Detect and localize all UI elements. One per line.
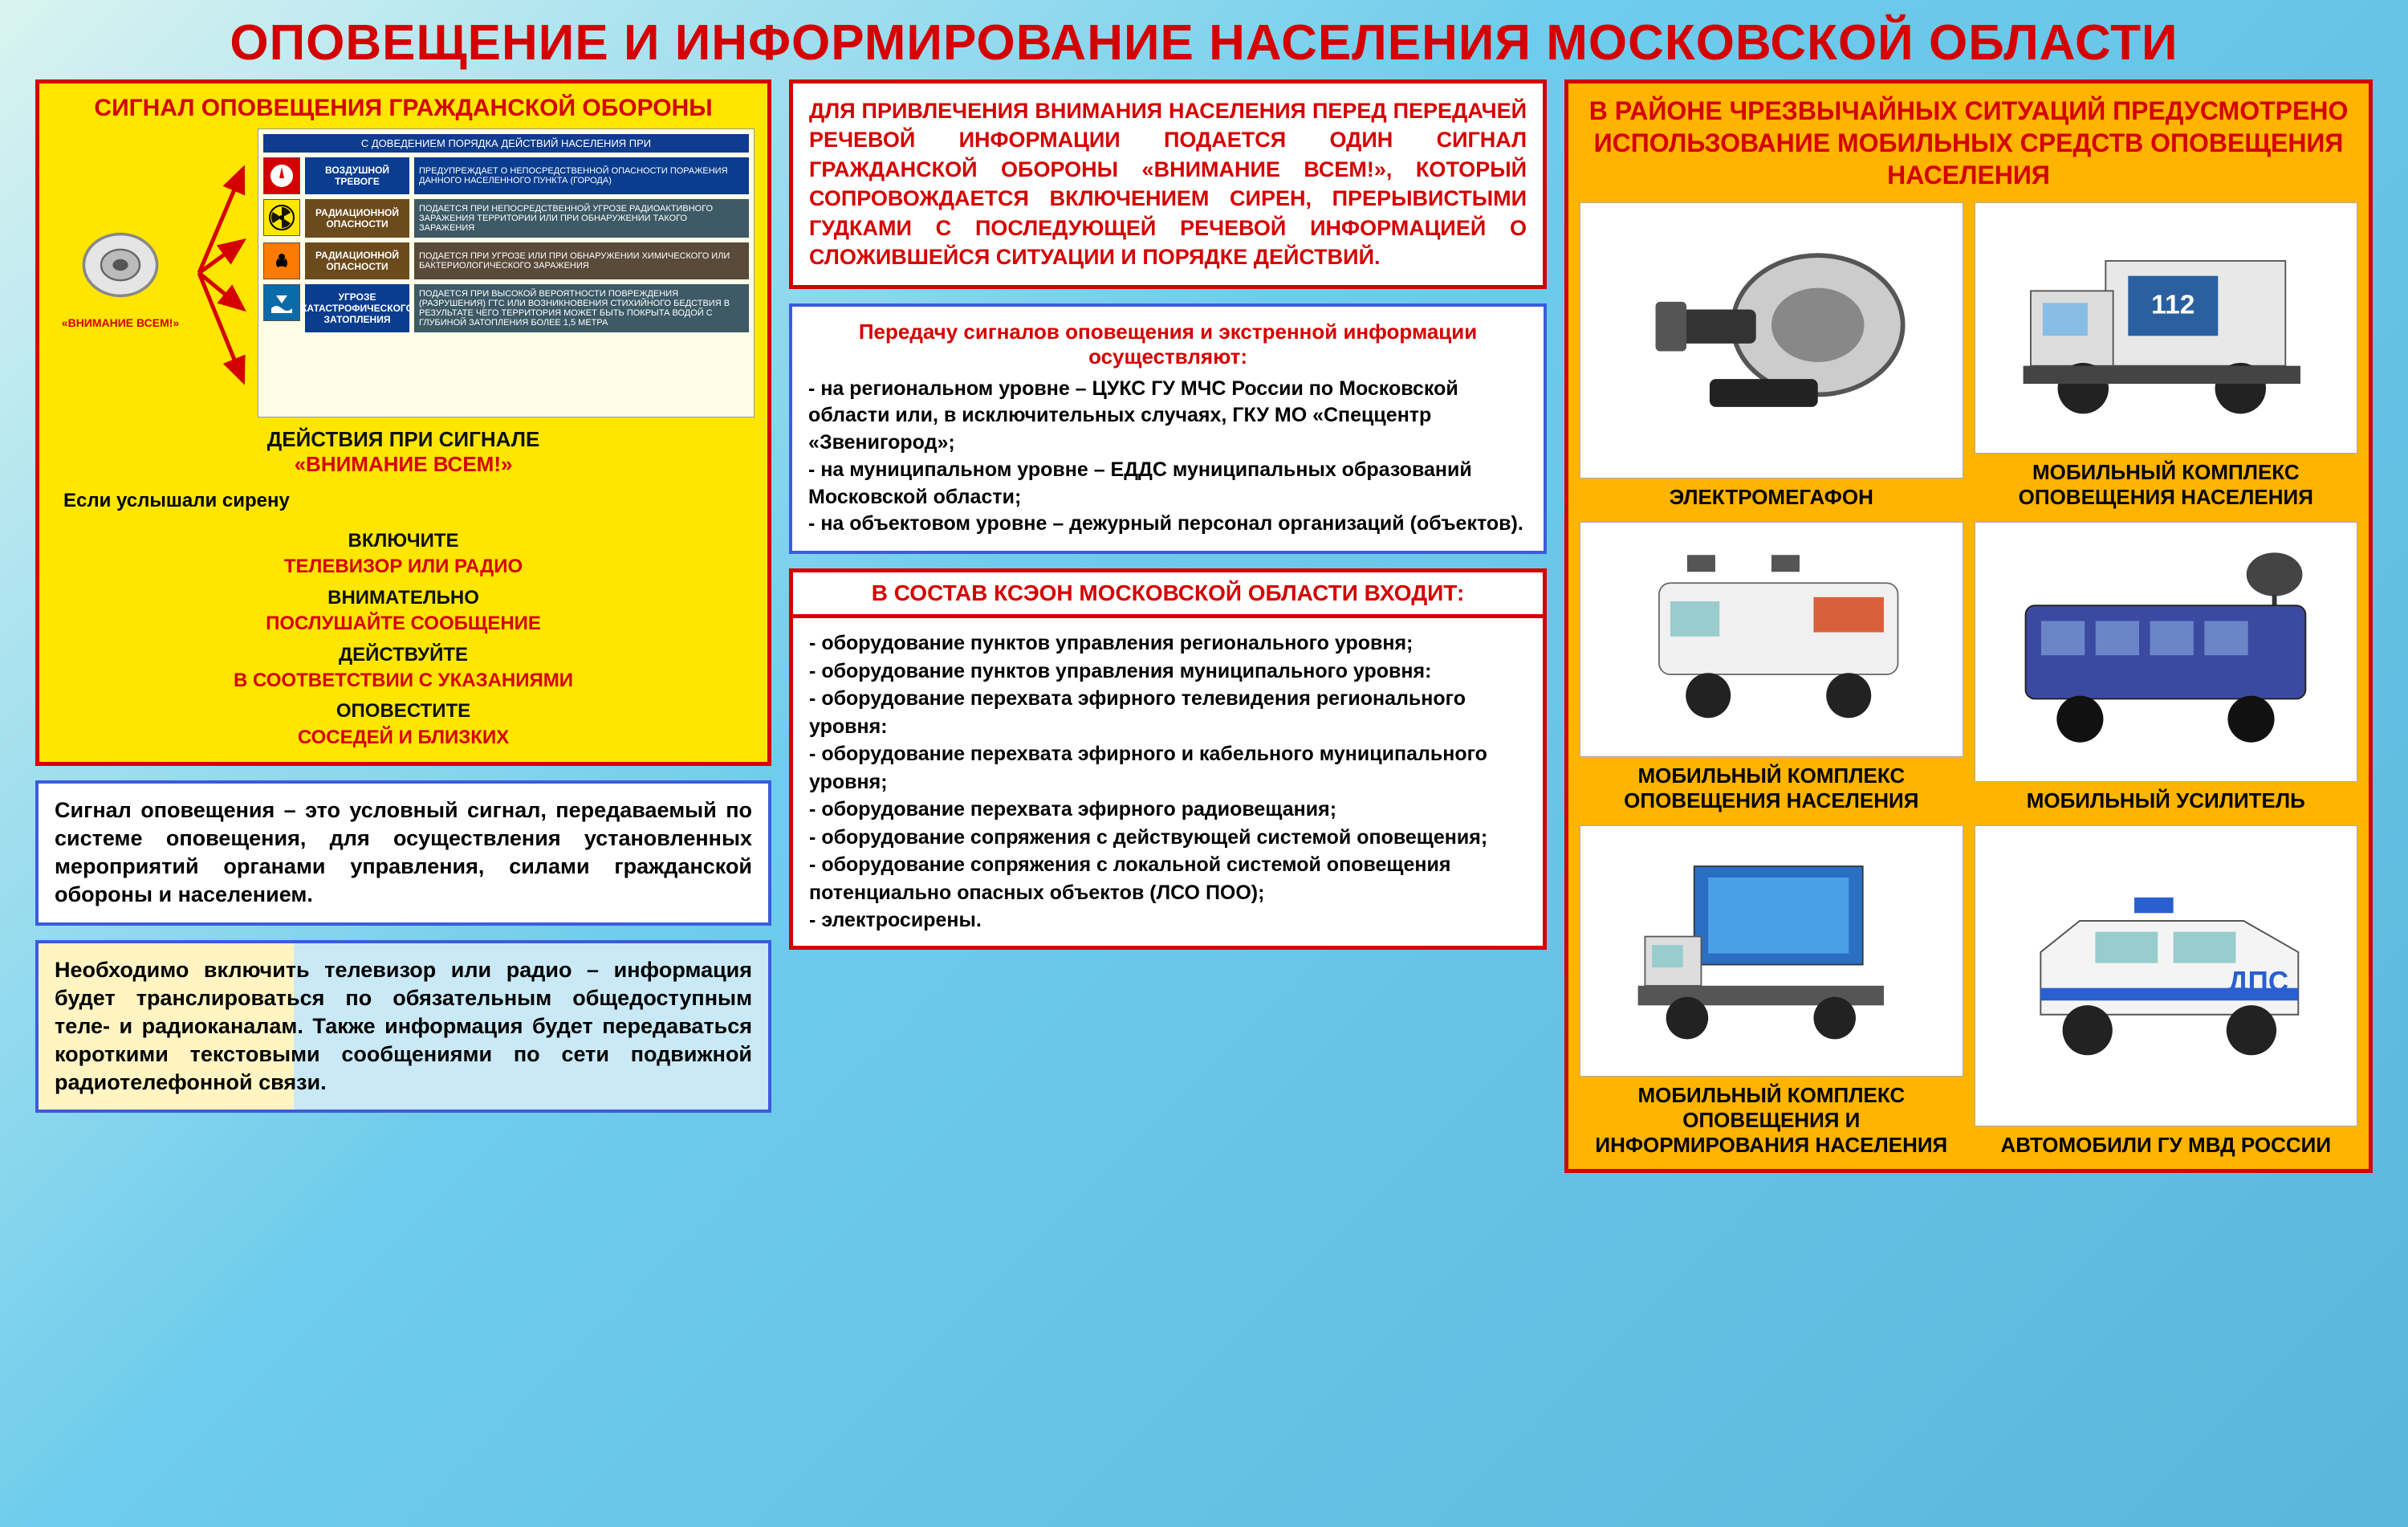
signal-body: «ВНИМАНИЕ ВСЕМ!» С ДОВЕДЕНИЕМ ПОРЯДКА ДЕ… bbox=[52, 128, 755, 417]
left-column: СИГНАЛ ОПОВЕЩЕНИЯ ГРАЖДАНСКОЙ ОБОРОНЫ «В… bbox=[35, 79, 771, 1173]
instruction-panel: Необходимо включить телевизор или радио … bbox=[35, 940, 771, 1113]
signal-table: С ДОВЕДЕНИЕМ ПОРЯДКА ДЕЙСТВИЙ НАСЕЛЕНИЯ … bbox=[258, 128, 755, 417]
mobile-means-title: В РАЙОНЕ ЧРЕЗВЫЧАЙНЫХ СИТУАЦИЙ ПРЕДУСМОТ… bbox=[1580, 95, 2357, 191]
siren: «ВНИМАНИЕ ВСЕМ!» bbox=[52, 128, 189, 417]
mobile-means-grid: ЭЛЕКТРОМЕГАФОН 112 МОБИЛЬНЫЙ КОМПЛЕКС ОПОВ… bbox=[1580, 202, 2357, 1158]
list-item: - оборудование пунктов управления муници… bbox=[809, 658, 1527, 686]
kseon-list: - оборудование пунктов управления регион… bbox=[789, 618, 1547, 950]
hazard-icon bbox=[263, 157, 300, 194]
action-line: ВКЛЮЧИТЕТЕЛЕВИЗОР ИЛИ РАДИО bbox=[52, 528, 755, 580]
hazard-icon bbox=[263, 242, 300, 279]
vehicle-image: 112 bbox=[1975, 202, 2357, 454]
signal-desc: ПОДАЕТСЯ ПРИ НЕПОСРЕДСТВЕННОЙ УГРОЗЕ РАД… bbox=[414, 199, 749, 238]
kseon-block: В СОСТАВ КСЭОН МОСКОВСКОЙ ОБЛАСТИ ВХОДИТ… bbox=[789, 568, 1547, 950]
action-line: ВНИМАТЕЛЬНОПОСЛУШАЙТЕ СООБЩЕНИЕ bbox=[52, 585, 755, 637]
siren-icon bbox=[72, 217, 169, 313]
signal-row: РАДИАЦИОННОЙ ОПАСНОСТИПОДАЕТСЯ ПРИ НЕПОС… bbox=[263, 199, 749, 238]
transmit-title: Передачу сигналов оповещения и экстренно… bbox=[808, 320, 1527, 369]
transmit-panel: Передачу сигналов оповещения и экстренно… bbox=[789, 303, 1547, 555]
vehicle-caption: МОБИЛЬНЫЙ КОМПЛЕКС ОПОВЕЩЕНИЯ И ИНФОРМИР… bbox=[1580, 1077, 1963, 1158]
signal-panel: СИГНАЛ ОПОВЕЩЕНИЯ ГРАЖДАНСКОЙ ОБОРОНЫ «В… bbox=[35, 79, 771, 766]
list-item: - оборудование пунктов управления регион… bbox=[809, 629, 1527, 658]
vehicle-image bbox=[1580, 825, 1963, 1077]
actions-heading-red: «ВНИМАНИЕ ВСЕМ!» bbox=[295, 452, 513, 476]
signal-desc: ПРЕДУПРЕЖДАЕТ О НЕПОСРЕДСТВЕННОЙ ОПАСНОС… bbox=[414, 157, 749, 194]
grid-cell: 112 МОБИЛЬНЫЙ КОМПЛЕКС ОПОВЕЩЕНИЯ НАСЕЛЕН… bbox=[1975, 202, 2357, 511]
right-column: В РАЙОНЕ ЧРЕЗВЫЧАЙНЫХ СИТУАЦИЙ ПРЕДУСМОТ… bbox=[1564, 79, 2373, 1173]
list-item: - оборудование сопряжения с локальной си… bbox=[809, 851, 1527, 906]
vehicle-caption: МОБИЛЬНЫЙ КОМПЛЕКС ОПОВЕЩЕНИЯ НАСЕЛЕНИЯ bbox=[1580, 757, 1963, 813]
hazard-icon bbox=[263, 199, 300, 236]
vehicle-caption: МОБИЛЬНЫЙ КОМПЛЕКС ОПОВЕЩЕНИЯ НАСЕЛЕНИЯ bbox=[1975, 454, 2357, 510]
list-item: - оборудование перехвата эфирного телеви… bbox=[809, 685, 1527, 740]
signal-row: ВОЗДУШНОЙ ТРЕВОГЕПРЕДУПРЕЖДАЕТ О НЕПОСРЕ… bbox=[263, 157, 749, 194]
middle-column: ДЛЯ ПРИВЛЕЧЕНИЯ ВНИМАНИЯ НАСЕЛЕНИЯ ПЕРЕД… bbox=[789, 79, 1547, 1173]
list-item: - оборудование перехвата эфирного и кабе… bbox=[809, 740, 1527, 796]
signal-name: ВОЗДУШНОЙ ТРЕВОГЕ bbox=[305, 157, 409, 194]
action-line: ДЕЙСТВУЙТЕВ СООТВЕТСТВИИ С УКАЗАНИЯМИ bbox=[52, 642, 755, 694]
action-line: ОПОВЕСТИТЕСОСЕДЕЙ И БЛИЗКИХ bbox=[52, 698, 755, 751]
kseon-title: В СОСТАВ КСЭОН МОСКОВСКОЙ ОБЛАСТИ ВХОДИТ… bbox=[789, 568, 1547, 618]
grid-cell: МОБИЛЬНЫЙ УСИЛИТЕЛЬ bbox=[1975, 522, 2357, 814]
signal-name: РАДИАЦИОННОЙ ОПАСНОСТИ bbox=[305, 199, 409, 238]
signal-row: УГРОЗЕ КАТАСТРОФИЧЕСКОГО ЗАТОПЛЕНИЯПОДАЕ… bbox=[263, 284, 749, 332]
signal-desc: ПОДАЕТСЯ ПРИ ВЫСОКОЙ ВЕРОЯТНОСТИ ПОВРЕЖД… bbox=[414, 284, 749, 332]
actions-heading: ДЕЙСТВИЯ ПРИ СИГНАЛЕ «ВНИМАНИЕ ВСЕМ!» bbox=[52, 427, 755, 477]
signal-row: РАДИАЦИОННОЙ ОПАСНОСТИПОДАЕТСЯ ПРИ УГРОЗ… bbox=[263, 242, 749, 279]
if-siren-label: Если услышали сирену bbox=[52, 485, 301, 517]
mobile-means-panel: В РАЙОНЕ ЧРЕЗВЫЧАЙНЫХ СИТУАЦИЙ ПРЕДУСМОТ… bbox=[1564, 79, 2373, 1173]
signal-desc: ПОДАЕТСЯ ПРИ УГРОЗЕ ИЛИ ПРИ ОБНАРУЖЕНИИ … bbox=[414, 242, 749, 279]
list-item: - оборудование сопряжения с действующей … bbox=[809, 824, 1527, 852]
siren-label: «ВНИМАНИЕ ВСЕМ!» bbox=[62, 316, 179, 329]
list-item: - электросирены. bbox=[809, 906, 1527, 935]
grid-cell: ЭЛЕКТРОМЕГАФОН bbox=[1580, 202, 1963, 511]
arrows-icon bbox=[195, 128, 251, 417]
vehicle-caption: АВТОМОБИЛИ ГУ МВД РОССИИ bbox=[1975, 1126, 2357, 1158]
actions-heading-black: ДЕЙСТВИЯ ПРИ СИГНАЛЕ bbox=[267, 427, 540, 451]
list-item: - на региональном уровне – ЦУКС ГУ МЧС Р… bbox=[808, 376, 1527, 457]
transmit-list: - на региональном уровне – ЦУКС ГУ МЧС Р… bbox=[808, 376, 1527, 539]
signal-name: УГРОЗЕ КАТАСТРОФИЧЕСКОГО ЗАТОПЛЕНИЯ bbox=[305, 284, 409, 332]
signal-table-header: С ДОВЕДЕНИЕМ ПОРЯДКА ДЕЙСТВИЙ НАСЕЛЕНИЯ … bbox=[263, 134, 749, 153]
vehicle-image bbox=[1580, 202, 1963, 478]
hazard-icon bbox=[263, 284, 300, 321]
svg-text:112: 112 bbox=[2152, 290, 2195, 320]
vehicle-caption: МОБИЛЬНЫЙ УСИЛИТЕЛЬ bbox=[1975, 782, 2357, 813]
definition-panel: Сигнал оповещения – это условный сигнал,… bbox=[35, 780, 771, 925]
vehicle-image bbox=[1580, 522, 1963, 758]
vehicle-caption: ЭЛЕКТРОМЕГАФОН bbox=[1580, 478, 1963, 510]
list-item: - на муниципальном уровне – ЕДДС муницип… bbox=[808, 457, 1527, 511]
list-item: - на объектовом уровне – дежурный персон… bbox=[808, 511, 1527, 538]
signal-title: СИГНАЛ ОПОВЕЩЕНИЯ ГРАЖДАНСКОЙ ОБОРОНЫ bbox=[52, 95, 755, 122]
attention-panel: ДЛЯ ПРИВЛЕЧЕНИЯ ВНИМАНИЯ НАСЕЛЕНИЯ ПЕРЕД… bbox=[789, 79, 1547, 289]
vehicle-image bbox=[1975, 522, 2357, 783]
signal-name: РАДИАЦИОННОЙ ОПАСНОСТИ bbox=[305, 242, 409, 279]
vehicle-image: ДПС bbox=[1975, 825, 2357, 1127]
list-item: - оборудование перехвата эфирного радиов… bbox=[809, 796, 1527, 824]
page-title: ОПОВЕЩЕНИЕ И ИНФОРМИРОВАНИЕ НАСЕЛЕНИЯ МО… bbox=[0, 0, 2408, 79]
grid-cell: МОБИЛЬНЫЙ КОМПЛЕКС ОПОВЕЩЕНИЯ И ИНФОРМИР… bbox=[1580, 825, 1963, 1158]
columns: СИГНАЛ ОПОВЕЩЕНИЯ ГРАЖДАНСКОЙ ОБОРОНЫ «В… bbox=[0, 79, 2408, 1189]
grid-cell: ДПСАВТОМОБИЛИ ГУ МВД РОССИИ bbox=[1975, 825, 2357, 1158]
grid-cell: МОБИЛЬНЫЙ КОМПЛЕКС ОПОВЕЩЕНИЯ НАСЕЛЕНИЯ bbox=[1580, 522, 1963, 814]
actions-block: ДЕЙСТВИЯ ПРИ СИГНАЛЕ «ВНИМАНИЕ ВСЕМ!» Ес… bbox=[52, 427, 755, 751]
